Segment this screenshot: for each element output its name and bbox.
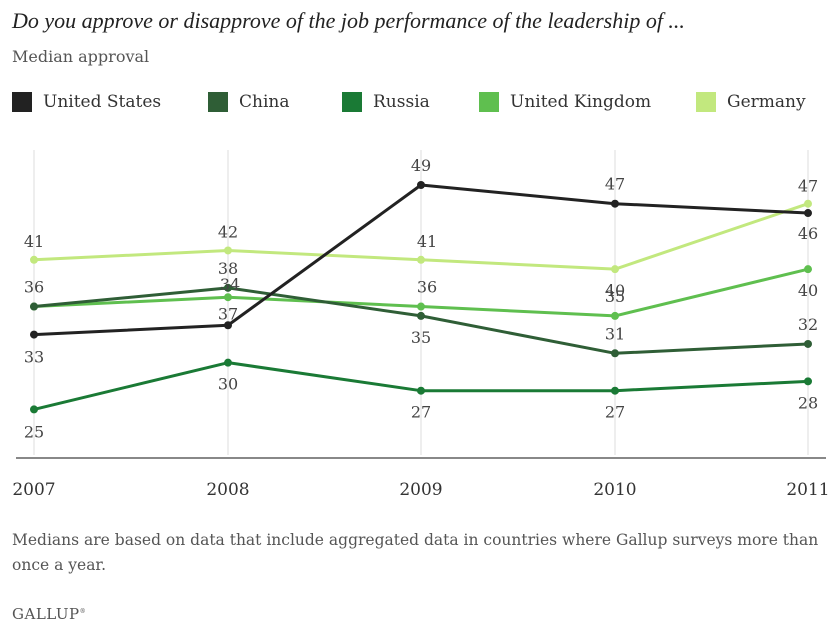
data-label: 35 [411,328,431,347]
chart-title: Do you approve or disapprove of the job … [12,8,685,33]
data-label: 38 [218,259,238,278]
data-point [611,311,619,320]
data-label: 36 [24,278,44,297]
data-label: 46 [798,224,818,243]
data-label: 42 [218,222,238,241]
logo-text: GALLUP [12,605,80,623]
data-label: 37 [218,304,238,323]
data-label: 35 [605,287,625,306]
data-point [30,405,38,414]
data-point [611,265,619,274]
x-tick-label: 2011 [786,480,829,500]
legend-item-germany: Germany [696,88,806,116]
data-point [224,358,232,367]
data-point [804,377,812,386]
legend-item-china: China [208,88,289,116]
data-point [417,302,425,311]
legend-label: Germany [727,92,806,112]
data-label: 49 [411,156,431,175]
data-point [804,209,812,218]
x-tick-label: 2010 [593,480,636,500]
data-label: 27 [411,403,431,422]
data-label: 31 [605,324,625,343]
data-point [30,302,38,311]
data-point [224,293,232,302]
line-chart: 2007 2008 2009 2010 2011 33 37 49 47 46 36 38 35 31 32… [12,150,830,500]
legend-item-russia: Russia [342,88,430,116]
data-label: 34 [220,275,240,294]
data-point [417,181,425,189]
data-label: 32 [798,315,818,334]
data-label: 25 [24,422,44,441]
data-label: 33 [24,348,44,367]
data-point [611,199,619,208]
x-tick-label: 2008 [206,480,249,500]
legend-swatch [479,92,499,112]
gallup-logo: GALLUP® [12,605,86,623]
legend: United States China Russia United Kingdo… [12,88,834,116]
data-point [224,283,232,292]
data-label: 28 [798,393,818,412]
legend-swatch [208,92,228,112]
legend-label: Russia [373,92,430,112]
data-label: 30 [218,375,238,394]
registered-mark: ® [79,608,87,615]
data-point [804,199,812,208]
data-point [611,386,619,395]
legend-swatch [342,92,362,112]
legend-label: United Kingdom [510,92,652,112]
legend-swatch [12,92,32,112]
data-label: 27 [605,403,625,422]
footnote: Medians are based on data that include a… [12,531,819,574]
data-point [30,255,38,264]
legend-item-united-states: United States [12,88,161,116]
legend-label: China [239,92,290,112]
data-label: 40 [798,281,818,300]
data-point [224,321,232,330]
data-point [804,265,812,274]
legend-swatch [696,92,716,112]
data-point [611,349,619,358]
data-point [417,386,425,395]
data-point [804,339,812,348]
data-point [30,330,38,339]
data-label: 47 [605,175,625,194]
legend-label: United States [43,92,162,112]
chart-subtitle: Median approval [12,47,150,66]
data-point [224,246,232,255]
data-label: 41 [417,232,437,251]
data-point [417,311,425,320]
data-label: 40 [605,281,625,300]
data-label: 47 [798,177,818,196]
data-label: 41 [24,232,44,251]
x-tick-label: 2009 [399,480,442,500]
data-point [417,255,425,264]
legend-item-united-kingdom: United Kingdom [479,88,651,116]
x-tick-label: 2007 [12,480,55,500]
data-label: 36 [417,278,437,297]
